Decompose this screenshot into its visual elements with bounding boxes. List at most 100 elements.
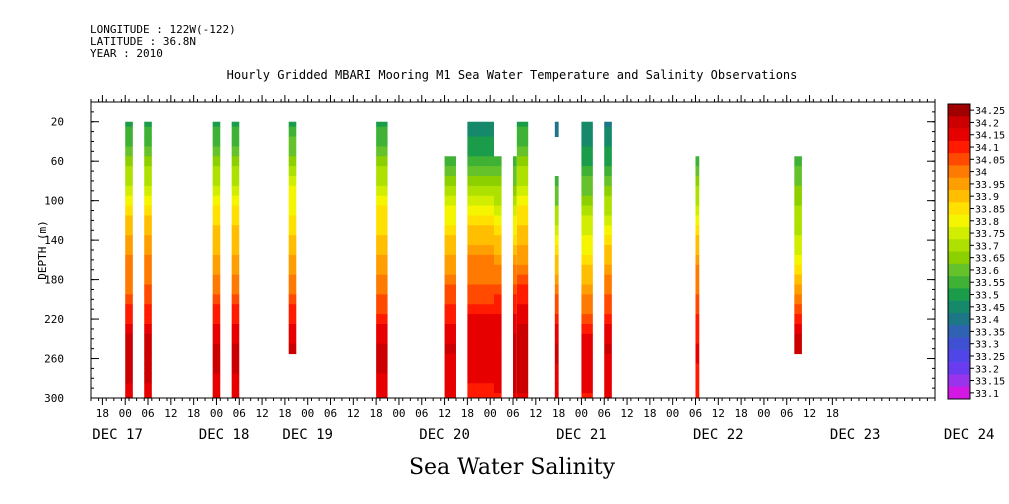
data-cell bbox=[513, 264, 517, 276]
data-cell bbox=[513, 343, 517, 355]
colorbar-swatch bbox=[948, 239, 970, 252]
data-cell bbox=[125, 185, 133, 197]
data-cell bbox=[493, 294, 502, 305]
data-cell bbox=[695, 235, 700, 246]
data-cell bbox=[794, 225, 802, 236]
data-cell bbox=[125, 166, 133, 177]
data-cell bbox=[516, 343, 529, 355]
data-cell bbox=[581, 284, 593, 295]
data-cell bbox=[581, 156, 593, 167]
data-cell bbox=[231, 225, 240, 236]
data-cell bbox=[444, 294, 456, 305]
data-cell bbox=[288, 314, 297, 325]
data-cell bbox=[288, 264, 297, 276]
data-cell bbox=[604, 254, 612, 266]
data-cell bbox=[231, 205, 240, 216]
colorbar-label: 33.2 bbox=[975, 364, 999, 375]
data-cell bbox=[212, 245, 221, 256]
data-cell bbox=[604, 324, 612, 335]
data-cell bbox=[144, 121, 152, 128]
data-cell bbox=[444, 235, 456, 246]
data-cell bbox=[581, 274, 593, 286]
data-cell bbox=[231, 126, 240, 138]
data-cell bbox=[144, 185, 152, 197]
data-cell bbox=[493, 383, 502, 394]
data-cell bbox=[376, 146, 388, 157]
data-cell bbox=[231, 185, 240, 197]
data-cell bbox=[513, 393, 517, 399]
data-cell bbox=[212, 304, 221, 315]
colorbar-swatch bbox=[948, 374, 970, 388]
data-cell bbox=[444, 324, 456, 335]
data-cell bbox=[516, 284, 529, 295]
data-cell bbox=[554, 274, 559, 286]
x-day-label: DEC 24 bbox=[944, 427, 995, 443]
data-cell bbox=[695, 373, 700, 384]
data-cell bbox=[376, 314, 388, 325]
data-cell bbox=[231, 136, 240, 147]
colorbar-frame bbox=[947, 103, 971, 400]
x-tick-label: 12 bbox=[712, 407, 725, 420]
data-cell bbox=[444, 373, 456, 384]
data-cell bbox=[444, 264, 456, 276]
data-cell bbox=[212, 146, 221, 157]
data-cell bbox=[695, 343, 700, 355]
data-cell bbox=[288, 304, 297, 315]
data-cell bbox=[376, 254, 388, 266]
data-cell bbox=[493, 245, 502, 256]
y-tick-label: 60 bbox=[51, 155, 64, 168]
x-tick-label: 12 bbox=[620, 407, 633, 420]
data-cell bbox=[581, 225, 593, 236]
data-cell bbox=[444, 314, 456, 325]
data-cell bbox=[554, 304, 559, 315]
data-cell bbox=[513, 324, 517, 335]
chart-bottom-title: Sea Water Salinity bbox=[408, 455, 616, 480]
data-cell bbox=[231, 314, 240, 325]
data-cell bbox=[125, 383, 133, 394]
data-cell bbox=[513, 225, 517, 236]
data-cell bbox=[794, 245, 802, 256]
data-cell bbox=[467, 274, 494, 286]
data-cell bbox=[516, 294, 529, 305]
data-cell bbox=[376, 324, 388, 335]
data-cell bbox=[212, 393, 221, 399]
data-cell bbox=[212, 333, 221, 345]
colorbar-swatch bbox=[948, 104, 970, 117]
data-cell bbox=[554, 185, 559, 197]
data-cell bbox=[695, 245, 700, 256]
data-cell bbox=[794, 215, 802, 226]
data-cell bbox=[513, 166, 517, 177]
data-cell bbox=[513, 363, 517, 374]
data-cell bbox=[125, 126, 133, 138]
x-tick-label: 06 bbox=[506, 407, 519, 420]
data-cell bbox=[516, 126, 529, 138]
data-cell bbox=[604, 383, 612, 394]
y-tick-label: 20 bbox=[51, 116, 64, 129]
colorbar-swatch bbox=[948, 312, 970, 326]
data-cell bbox=[493, 324, 502, 335]
data-cell bbox=[467, 185, 494, 197]
data-cell bbox=[581, 383, 593, 394]
data-cell bbox=[493, 314, 502, 325]
x-day-label: DEC 21 bbox=[556, 427, 607, 443]
y-tick-label: 140 bbox=[44, 234, 64, 247]
x-tick-label: 00 bbox=[119, 407, 132, 420]
data-cell bbox=[554, 363, 559, 374]
data-cell bbox=[444, 185, 456, 197]
data-cell bbox=[513, 205, 517, 216]
data-cell bbox=[794, 304, 802, 315]
x-tick-label: 06 bbox=[141, 407, 154, 420]
data-cell bbox=[554, 383, 559, 394]
data-cell bbox=[231, 166, 240, 177]
data-cell bbox=[493, 343, 502, 355]
data-cell bbox=[794, 166, 802, 177]
data-cell bbox=[493, 264, 502, 276]
data-cell bbox=[467, 245, 494, 256]
data-cell bbox=[288, 126, 297, 138]
x-day-label: DEC 20 bbox=[419, 427, 470, 443]
data-cell bbox=[467, 363, 494, 374]
colorbar-label: 33.3 bbox=[975, 340, 999, 351]
data-cell bbox=[144, 156, 152, 167]
data-cell bbox=[231, 195, 240, 207]
data-cell bbox=[554, 254, 559, 266]
